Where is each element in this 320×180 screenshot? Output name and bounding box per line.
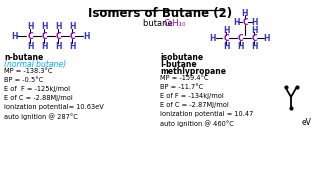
Text: H: H: [83, 31, 89, 40]
Text: H: H: [264, 33, 270, 42]
Text: H: H: [251, 26, 257, 35]
Text: H: H: [41, 21, 47, 30]
Text: I-butane: I-butane: [160, 60, 196, 69]
Text: C: C: [223, 33, 229, 42]
Text: C: C: [251, 33, 257, 42]
Text: H: H: [55, 42, 61, 51]
Text: ionization potential= 10.63eV: ionization potential= 10.63eV: [4, 104, 104, 110]
Text: isobutane: isobutane: [160, 53, 203, 62]
Text: H: H: [55, 21, 61, 30]
Text: auto ignition @ 287°C: auto ignition @ 287°C: [4, 113, 78, 120]
Text: E of C = -2.87MJ/mol: E of C = -2.87MJ/mol: [160, 102, 229, 108]
Text: C: C: [69, 31, 75, 40]
Text: H: H: [223, 42, 229, 51]
Text: H: H: [251, 17, 257, 26]
Text: C: C: [55, 31, 61, 40]
Text: auto ignition @ 460°C: auto ignition @ 460°C: [160, 120, 234, 127]
Text: ionization potential = 10.47: ionization potential = 10.47: [160, 111, 253, 117]
Text: H: H: [27, 21, 33, 30]
Text: BP = -11.7°C: BP = -11.7°C: [160, 84, 203, 90]
Text: H: H: [69, 42, 75, 51]
Text: H: H: [242, 8, 248, 17]
Text: MP = -159.4°C: MP = -159.4°C: [160, 75, 209, 81]
Text: H: H: [237, 42, 243, 51]
Text: C: C: [27, 31, 33, 40]
Text: C₄H₁₀: C₄H₁₀: [163, 19, 186, 28]
Text: BP = -0.5°C: BP = -0.5°C: [4, 77, 43, 83]
Text: H: H: [41, 42, 47, 51]
Text: H: H: [210, 33, 216, 42]
Text: H: H: [233, 17, 239, 26]
Text: C: C: [41, 31, 47, 40]
Text: Isomers of Butane (2): Isomers of Butane (2): [88, 7, 232, 20]
Text: methlypropane: methlypropane: [160, 67, 226, 76]
Text: H: H: [27, 42, 33, 51]
Text: MP = -138.3°C: MP = -138.3°C: [4, 68, 52, 74]
Text: C: C: [237, 33, 243, 42]
Text: H: H: [11, 31, 17, 40]
Text: butane: butane: [143, 19, 175, 28]
Text: eV: eV: [302, 118, 312, 127]
Text: n-butane: n-butane: [4, 53, 43, 62]
Text: H: H: [251, 42, 257, 51]
Text: H: H: [223, 26, 229, 35]
Text: E of F = -134kJ/mol: E of F = -134kJ/mol: [160, 93, 224, 99]
Text: H: H: [69, 21, 75, 30]
Text: E of  F = -125kJ/mol: E of F = -125kJ/mol: [4, 86, 70, 92]
Text: C: C: [242, 17, 248, 26]
Text: E of C = -2.88MJ/mol: E of C = -2.88MJ/mol: [4, 95, 73, 101]
Text: (normal butane): (normal butane): [4, 60, 66, 69]
